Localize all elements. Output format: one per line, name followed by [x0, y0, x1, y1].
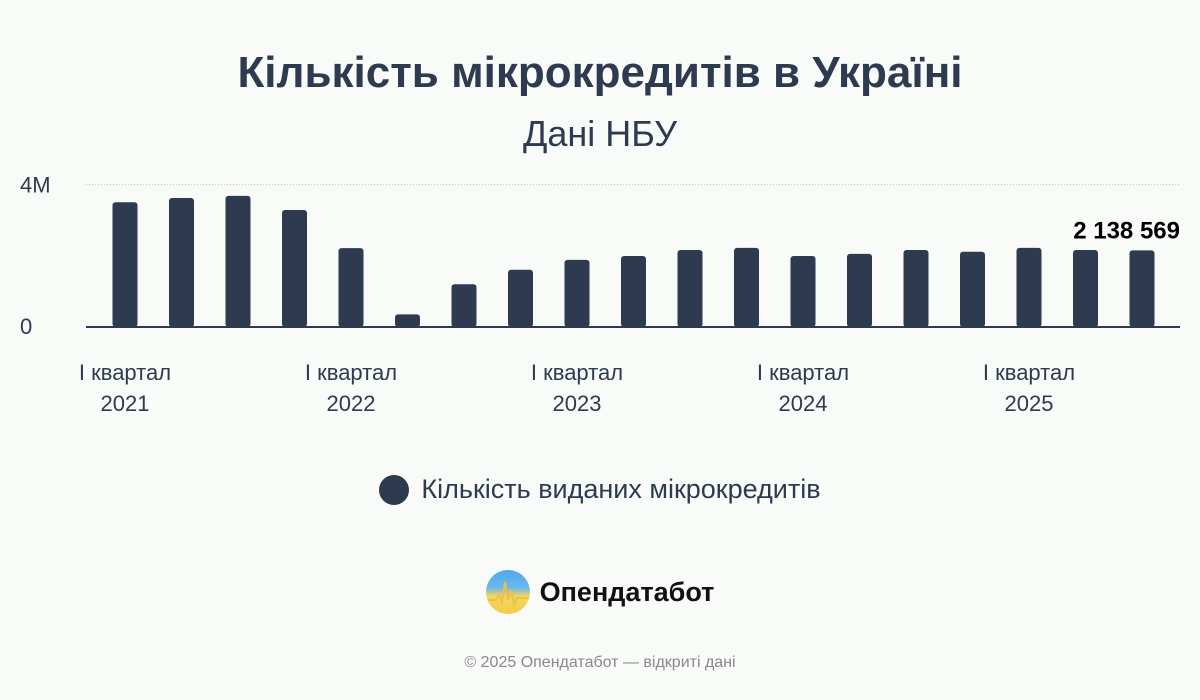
bar: [395, 314, 420, 327]
bar: [169, 197, 194, 327]
bar: [282, 209, 307, 327]
x-tick-label: I квартал: [531, 360, 623, 385]
bar: [1073, 249, 1098, 327]
x-tick-label: 2022: [327, 391, 376, 416]
legend-label: Кількість виданих мікрокредитів: [421, 474, 821, 504]
footer-copyright: © 2025 Опендатабот — відкриті дані: [464, 654, 736, 671]
bar: [225, 195, 251, 327]
data-label: 2 138 569: [1073, 217, 1180, 244]
legend-swatch: [379, 474, 410, 505]
bar: [903, 249, 929, 327]
bar: [1129, 250, 1155, 327]
x-tick-label: 2023: [553, 391, 602, 416]
bar: [112, 202, 138, 327]
x-tick-label: I квартал: [305, 360, 397, 385]
bar: [847, 253, 872, 327]
y-tick-label: 4M: [20, 173, 51, 198]
x-tick-label: 2021: [101, 391, 150, 416]
bar: [790, 255, 816, 327]
bar: [338, 248, 364, 327]
chart-title: Кількість мікрокредитів в Україні: [237, 48, 963, 97]
x-tick-label: I квартал: [983, 360, 1075, 385]
bar: [677, 249, 703, 327]
bar: [621, 255, 646, 327]
chart-subtitle: Дані НБУ: [523, 113, 677, 154]
bar: [508, 269, 533, 327]
bar: [1016, 247, 1042, 327]
legend: Кількість виданих мікрокредитів: [0, 474, 1200, 505]
x-tick-label: I квартал: [757, 360, 849, 385]
bar: [451, 284, 477, 327]
x-tick-label: 2025: [1005, 391, 1054, 416]
bar: [564, 259, 590, 327]
logo-icon: [485, 570, 530, 614]
x-tick-label: 2024: [779, 391, 828, 416]
bar: [960, 251, 985, 327]
x-tick-label: I квартал: [79, 360, 171, 385]
y-tick-label: 0: [20, 314, 32, 339]
logo-text: Опендатабот: [539, 576, 715, 607]
bar: [734, 247, 759, 327]
logo: Опендатабот: [0, 570, 1200, 614]
